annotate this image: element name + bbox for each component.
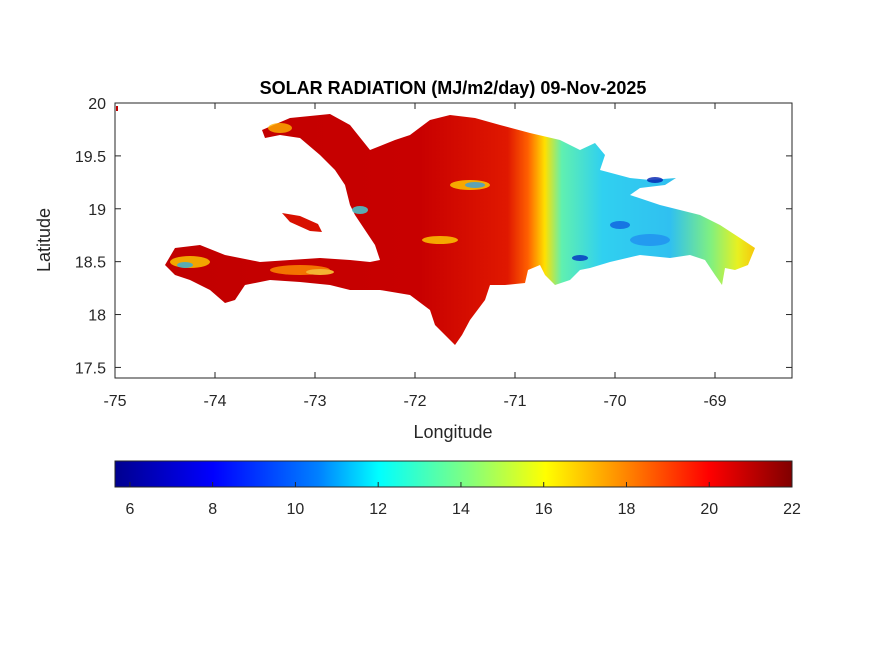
y-tick-label: 18 bbox=[88, 308, 106, 325]
colorbar-tick-label: 10 bbox=[287, 501, 305, 518]
x-axis-label: Longitude bbox=[413, 422, 492, 442]
tortuga-island bbox=[282, 213, 322, 232]
colorbar-tick-label: 8 bbox=[208, 501, 217, 518]
axes-box bbox=[114, 102, 793, 379]
colorbar-tick-label: 6 bbox=[125, 501, 134, 518]
y-tick-label: 18.5 bbox=[75, 255, 106, 272]
x-axis: -75 -74 -73 -72 -71 -70 -69 bbox=[103, 103, 727, 410]
x-tick-label: -69 bbox=[703, 393, 726, 410]
y-tick-label: 19.5 bbox=[75, 149, 106, 166]
y-tick-label: 19 bbox=[88, 202, 106, 219]
x-tick-label: -70 bbox=[603, 393, 626, 410]
colorbar-tick-label: 18 bbox=[618, 501, 636, 518]
map-layer bbox=[116, 106, 755, 345]
colorbar-tick-label: 22 bbox=[783, 501, 801, 518]
colorbar-axis: 6 8 10 12 14 16 18 20 22 bbox=[125, 482, 801, 518]
y-tick-label: 20 bbox=[88, 96, 106, 113]
y-tick-label: 17.5 bbox=[75, 360, 106, 377]
colorbar-tick-label: 14 bbox=[452, 501, 470, 518]
colorbar-tick-label: 12 bbox=[369, 501, 387, 518]
corner-speck bbox=[116, 106, 118, 111]
hispaniola-landmass bbox=[165, 114, 755, 345]
x-tick-label: -75 bbox=[103, 393, 126, 410]
colorbar-tick-label: 16 bbox=[535, 501, 553, 518]
y-axis-label: Latitude bbox=[34, 208, 54, 272]
x-tick-label: -73 bbox=[303, 393, 326, 410]
y-axis: 20 19.5 19 18.5 18 17.5 bbox=[75, 96, 792, 377]
x-tick-label: -71 bbox=[503, 393, 526, 410]
chart-title: SOLAR RADIATION (MJ/m2/day) 09-Nov-2025 bbox=[260, 78, 647, 98]
x-tick-label: -74 bbox=[203, 393, 226, 410]
x-tick-label: -72 bbox=[403, 393, 426, 410]
colorbar bbox=[114, 460, 793, 488]
colorbar-tick-label: 20 bbox=[700, 501, 718, 518]
texture-blobs bbox=[170, 123, 670, 275]
